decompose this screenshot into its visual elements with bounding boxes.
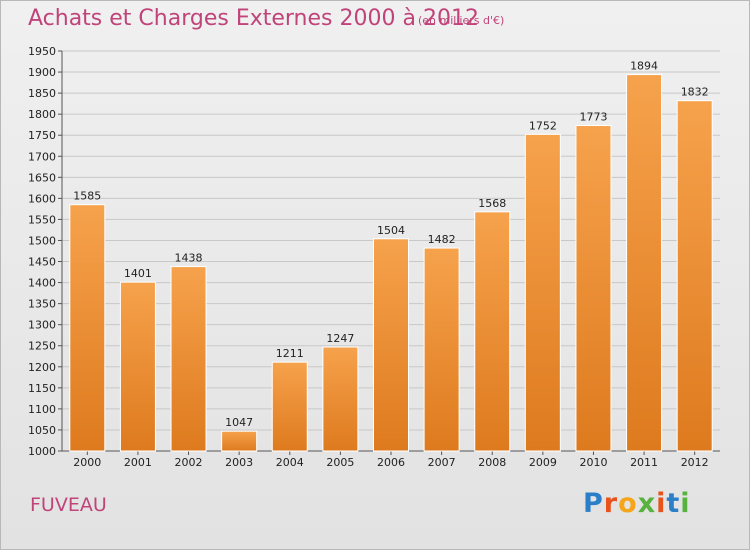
data-label: 1482: [428, 233, 456, 246]
x-tick-label: 2002: [175, 456, 203, 469]
data-label: 1247: [326, 332, 354, 345]
bar: [626, 74, 663, 452]
logo-letter: t: [666, 488, 681, 519]
bar: [119, 281, 156, 452]
y-tick-label: 1100: [28, 403, 56, 416]
y-tick-label: 1050: [28, 424, 56, 437]
data-label: 1773: [579, 111, 607, 124]
y-tick-label: 1900: [28, 66, 56, 79]
bar: [271, 361, 308, 452]
bar: [575, 125, 612, 452]
logo-letter: P: [583, 488, 604, 519]
data-label: 1504: [377, 224, 405, 237]
y-tick-label: 1850: [28, 87, 56, 100]
bar: [423, 247, 460, 452]
y-tick-label: 1550: [28, 213, 56, 226]
x-tick-label: 2007: [428, 456, 456, 469]
bar: [474, 211, 511, 452]
data-label: 1568: [478, 197, 506, 210]
y-tick-label: 1650: [28, 171, 56, 184]
bar: [373, 238, 409, 452]
y-tick-label: 1500: [28, 234, 56, 247]
logo-letter: i: [680, 488, 691, 519]
town-name: FUVEAU: [30, 494, 107, 516]
unit-label: (en milliers d'€): [418, 14, 505, 27]
data-label: 1832: [681, 86, 709, 99]
y-tick-label: 1000: [28, 445, 56, 458]
y-tick-label: 1350: [28, 298, 56, 311]
bar: [221, 430, 258, 452]
y-tick-label: 1600: [28, 192, 56, 205]
logo-letter: r: [603, 488, 619, 519]
y-tick-label: 1200: [28, 361, 56, 374]
logo-letter: o: [618, 488, 638, 519]
y-tick-label: 1800: [28, 108, 56, 121]
x-tick-label: 2009: [529, 456, 557, 469]
bar: [170, 266, 207, 452]
x-tick-label: 2005: [326, 456, 354, 469]
x-tick-label: 2012: [681, 456, 709, 469]
x-tick-label: 2008: [478, 456, 506, 469]
chart-title: Achats et Charges Externes 2000 à 2012: [28, 6, 479, 31]
data-label: 1211: [276, 347, 304, 360]
bar: [676, 100, 713, 452]
y-tick-label: 1700: [28, 150, 56, 163]
data-label: 1401: [124, 267, 152, 280]
x-tick-label: 2001: [124, 456, 152, 469]
logo-letter: i: [656, 488, 667, 519]
data-label: 1894: [630, 60, 658, 73]
data-label: 1752: [529, 119, 557, 132]
logo-letter: x: [637, 488, 657, 519]
data-label: 1047: [225, 416, 253, 429]
bar: [524, 133, 561, 452]
x-tick-label: 2010: [579, 456, 607, 469]
y-tick-label: 1300: [28, 319, 56, 332]
bar: [322, 346, 359, 452]
data-label: 1438: [175, 252, 203, 265]
y-tick-label: 1150: [28, 382, 56, 395]
y-tick-label: 1400: [28, 277, 56, 290]
proxiti-logo[interactable]: Proxiti: [583, 488, 691, 519]
x-tick-label: 2000: [73, 456, 101, 469]
x-tick-label: 2011: [630, 456, 658, 469]
y-tick-label: 1950: [28, 45, 56, 58]
bar: [69, 204, 106, 452]
y-tick-label: 1450: [28, 256, 56, 269]
x-tick-label: 2003: [225, 456, 253, 469]
y-tick-label: 1750: [28, 129, 56, 142]
x-tick-label: 2004: [276, 456, 304, 469]
y-tick-label: 1250: [28, 340, 56, 353]
data-label: 1585: [73, 190, 101, 203]
x-tick-label: 2006: [377, 456, 405, 469]
